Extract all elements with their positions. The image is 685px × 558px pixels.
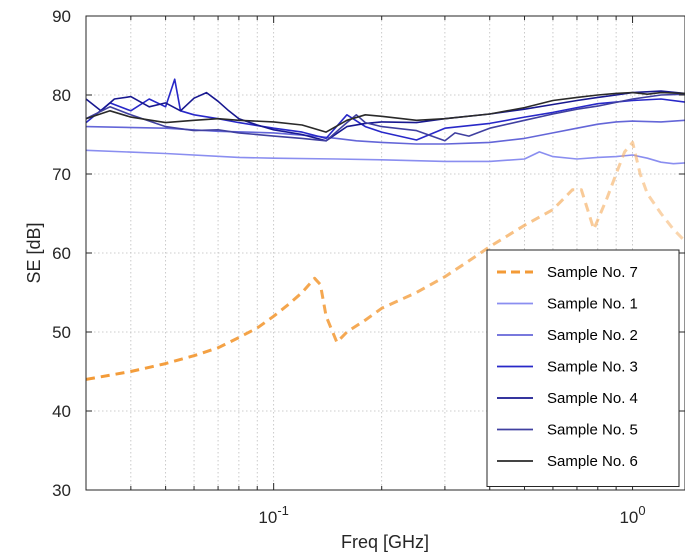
series-line-sample-no-2	[86, 119, 685, 145]
legend-label-sample-no-1: Sample No. 1	[547, 296, 638, 313]
y-tick-label-1: 40	[52, 402, 71, 421]
legend-box	[486, 249, 680, 487]
legend-label-sample-no-3: Sample No. 3	[547, 359, 638, 376]
series-line-sample-no-4	[86, 90, 685, 142]
legend-label-sample-no-4: Sample No. 4	[547, 390, 638, 407]
series-line-sample-no-5	[86, 93, 685, 142]
y-tick-label-2: 50	[52, 323, 71, 342]
ticks: 30 40 50 60 70 80 90 10-1 100	[52, 7, 685, 527]
series-layer	[86, 78, 685, 381]
series-line-sample-no-6	[86, 91, 685, 133]
y-tick-label-6: 90	[52, 7, 71, 26]
y-axis-label: SE [dB]	[24, 222, 44, 283]
y-tick-label-5: 80	[52, 86, 71, 105]
y-tick-label-0: 30	[52, 481, 71, 500]
legend-label-sample-no-2: Sample No. 2	[547, 327, 638, 344]
series-line-sample-no-7	[86, 140, 685, 381]
y-tick-label-4: 70	[52, 165, 71, 184]
x-tick-label-0: 10-1	[258, 503, 288, 527]
x-tick-label-1: 100	[619, 503, 645, 527]
legend-label-sample-no-5: Sample No. 5	[547, 422, 638, 439]
x-axis-label: Freq [GHz]	[341, 532, 429, 552]
legend-label-sample-no-7: Sample No. 7	[547, 264, 638, 281]
legend: Sample No. 7 Sample No. 1 Sample No. 2 Samp…	[486, 249, 680, 487]
y-tick-label-3: 60	[52, 244, 71, 263]
legend-label-sample-no-6: Sample No. 6	[547, 453, 638, 470]
series-line-sample-no-1	[86, 149, 685, 165]
